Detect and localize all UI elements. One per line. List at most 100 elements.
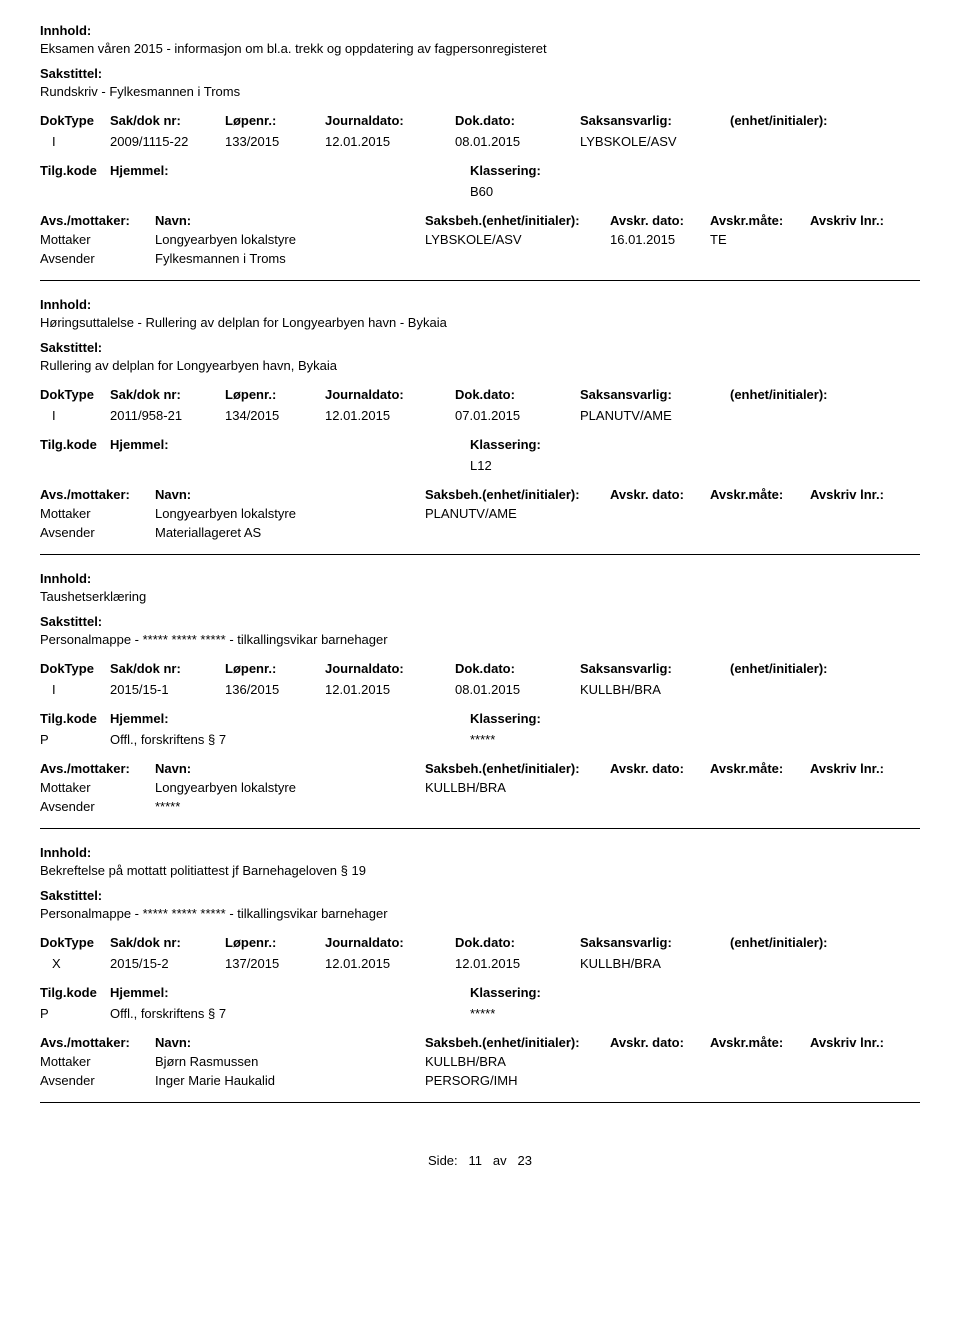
header-row: DokType Sak/dok nr: Løpenr.: Journaldato…	[40, 661, 920, 676]
col-lopenr: Løpenr.:	[225, 661, 325, 676]
innhold-label: Innhold:	[40, 23, 920, 38]
col-lopenr: Løpenr.:	[225, 387, 325, 402]
separator	[40, 1102, 920, 1103]
val-klass: L12	[470, 458, 492, 473]
val-ddato: 07.01.2015	[455, 408, 580, 423]
sakstittel-text: Personalmappe - ***** ***** ***** - tilk…	[40, 632, 920, 647]
col-navn: Navn:	[155, 761, 425, 776]
val-doktype: I	[40, 682, 110, 697]
col-avmate: Avskr.måte:	[710, 213, 810, 228]
col-navn: Navn:	[155, 487, 425, 502]
lbl-mottaker: Mottaker	[40, 506, 155, 521]
val-jdato: 12.01.2015	[325, 956, 455, 971]
val-tilgkode	[40, 458, 110, 473]
col-avlnr: Avskriv lnr.:	[810, 487, 884, 502]
data-row: I 2015/15-1 136/2015 12.01.2015 08.01.20…	[40, 682, 920, 697]
party-header: Avs./mottaker: Navn: Saksbeh.(enhet/init…	[40, 761, 920, 776]
col-hjemmel: Hjemmel:	[110, 163, 470, 178]
col-klass: Klassering:	[470, 163, 541, 178]
journal-record: Innhold: Bekreftelse på mottatt politiat…	[40, 845, 920, 1088]
val-saknr: 2011/958-21	[110, 408, 225, 423]
col-tilgkode: Tilg.kode	[40, 711, 110, 726]
col-avdato: Avskr. dato:	[610, 1035, 710, 1050]
col-jdato: Journaldato:	[325, 661, 455, 676]
col-avm: Avs./mottaker:	[40, 213, 155, 228]
val-mottaker-navn: Bjørn Rasmussen	[155, 1054, 425, 1069]
innhold-label: Innhold:	[40, 845, 920, 860]
col-jdato: Journaldato:	[325, 935, 455, 950]
col-doktype: DokType	[40, 661, 110, 676]
innhold-text: Eksamen våren 2015 - informasjon om bl.a…	[40, 41, 920, 56]
footer-mid: av	[493, 1153, 507, 1168]
page: Innhold: Eksamen våren 2015 - informasjo…	[0, 0, 960, 1198]
hjemmel-header: Tilg.kode Hjemmel: Klassering:	[40, 437, 920, 452]
sakstittel-label: Sakstittel:	[40, 66, 920, 81]
hjemmel-header: Tilg.kode Hjemmel: Klassering:	[40, 711, 920, 726]
col-klass: Klassering:	[470, 437, 541, 452]
party-header: Avs./mottaker: Navn: Saksbeh.(enhet/init…	[40, 213, 920, 228]
col-hjemmel: Hjemmel:	[110, 437, 470, 452]
col-avm: Avs./mottaker:	[40, 1035, 155, 1050]
lbl-avsender: Avsender	[40, 525, 155, 540]
party-header: Avs./mottaker: Navn: Saksbeh.(enhet/init…	[40, 1035, 920, 1050]
col-ansv: Saksansvarlig:	[580, 935, 730, 950]
innhold-label: Innhold:	[40, 571, 920, 586]
sakstittel-text: Personalmappe - ***** ***** ***** - tilk…	[40, 906, 920, 921]
col-ddato: Dok.dato:	[455, 661, 580, 676]
innhold-label: Innhold:	[40, 297, 920, 312]
col-enhet: (enhet/initialer):	[730, 661, 828, 676]
val-mottaker-sbeh: PLANUTV/AME	[425, 506, 610, 521]
val-jdato: 12.01.2015	[325, 682, 455, 697]
val-avdato: 16.01.2015	[610, 232, 710, 247]
col-tilgkode: Tilg.kode	[40, 437, 110, 452]
sakstittel-label: Sakstittel:	[40, 614, 920, 629]
val-tilgkode: P	[40, 1006, 110, 1021]
val-avsender-navn: Materiallageret AS	[155, 525, 425, 540]
party-header: Avs./mottaker: Navn: Saksbeh.(enhet/init…	[40, 487, 920, 502]
lbl-mottaker: Mottaker	[40, 1054, 155, 1069]
hjemmel-header: Tilg.kode Hjemmel: Klassering:	[40, 163, 920, 178]
val-mottaker-sbeh: KULLBH/BRA	[425, 1054, 610, 1069]
mottaker-row: Mottaker Longyearbyen lokalstyre PLANUTV…	[40, 506, 920, 521]
val-tilgkode	[40, 184, 110, 199]
val-ddato: 08.01.2015	[455, 682, 580, 697]
val-klass: *****	[470, 732, 495, 747]
header-row: DokType Sak/dok nr: Løpenr.: Journaldato…	[40, 113, 920, 128]
col-avmate: Avskr.måte:	[710, 487, 810, 502]
hjemmel-row: P Offl., forskriftens § 7 *****	[40, 732, 920, 747]
col-sbeh: Saksbeh.(enhet/initialer):	[425, 487, 610, 502]
col-klass: Klassering:	[470, 711, 541, 726]
col-ddato: Dok.dato:	[455, 113, 580, 128]
col-doktype: DokType	[40, 387, 110, 402]
sakstittel-label: Sakstittel:	[40, 888, 920, 903]
val-ddato: 12.01.2015	[455, 956, 580, 971]
journal-record: Innhold: Høringsuttalelse - Rullering av…	[40, 297, 920, 540]
hjemmel-header: Tilg.kode Hjemmel: Klassering:	[40, 985, 920, 1000]
val-mottaker-sbeh: LYBSKOLE/ASV	[425, 232, 610, 247]
val-hjemmel: Offl., forskriftens § 7	[110, 732, 470, 747]
col-ansv: Saksansvarlig:	[580, 661, 730, 676]
journal-record: Innhold: Eksamen våren 2015 - informasjo…	[40, 23, 920, 266]
col-avdato: Avskr. dato:	[610, 487, 710, 502]
col-hjemmel: Hjemmel:	[110, 985, 470, 1000]
col-sbeh: Saksbeh.(enhet/initialer):	[425, 213, 610, 228]
innhold-text: Taushetserklæring	[40, 589, 920, 604]
mottaker-row: Mottaker Longyearbyen lokalstyre LYBSKOL…	[40, 232, 920, 247]
mottaker-row: Mottaker Longyearbyen lokalstyre KULLBH/…	[40, 780, 920, 795]
innhold-text: Bekreftelse på mottatt politiattest jf B…	[40, 863, 920, 878]
separator	[40, 554, 920, 555]
val-ansv: KULLBH/BRA	[580, 956, 661, 971]
col-avm: Avs./mottaker:	[40, 761, 155, 776]
innhold-text: Høringsuttalelse - Rullering av delplan …	[40, 315, 920, 330]
val-ansv: KULLBH/BRA	[580, 682, 661, 697]
val-avmate: TE	[710, 232, 810, 247]
col-avdato: Avskr. dato:	[610, 213, 710, 228]
col-hjemmel: Hjemmel:	[110, 711, 470, 726]
footer-prefix: Side:	[428, 1153, 458, 1168]
avsender-row: Avsender Fylkesmannen i Troms	[40, 251, 920, 266]
data-row: I 2009/1115-22 133/2015 12.01.2015 08.01…	[40, 134, 920, 149]
header-row: DokType Sak/dok nr: Løpenr.: Journaldato…	[40, 935, 920, 950]
sakstittel-text: Rundskriv - Fylkesmannen i Troms	[40, 84, 920, 99]
avsender-row: Avsender Materiallageret AS	[40, 525, 920, 540]
val-avmate	[710, 1054, 810, 1069]
